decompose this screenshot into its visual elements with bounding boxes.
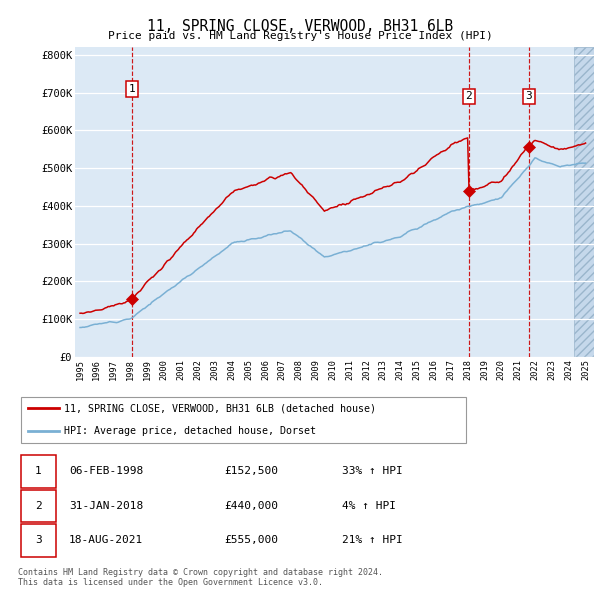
Text: 1995: 1995 [76, 359, 85, 380]
Text: 2008: 2008 [295, 359, 304, 380]
Text: 2003: 2003 [211, 359, 220, 380]
Text: 2000: 2000 [160, 359, 169, 380]
Text: 2007: 2007 [278, 359, 287, 380]
Text: 2009: 2009 [311, 359, 320, 380]
Text: £440,000: £440,000 [224, 501, 278, 511]
Text: 2: 2 [466, 91, 472, 101]
Text: 1998: 1998 [126, 359, 135, 380]
Text: 2016: 2016 [430, 359, 439, 380]
Text: 2018: 2018 [463, 359, 472, 380]
Text: 1997: 1997 [109, 359, 118, 380]
Text: 1999: 1999 [143, 359, 152, 380]
Text: 2012: 2012 [362, 359, 371, 380]
Text: 2005: 2005 [244, 359, 253, 380]
Text: 2019: 2019 [480, 359, 489, 380]
Text: Contains HM Land Registry data © Crown copyright and database right 2024.
This d: Contains HM Land Registry data © Crown c… [18, 568, 383, 587]
Text: 1: 1 [35, 467, 41, 476]
Text: 2023: 2023 [547, 359, 556, 380]
Bar [574, 47, 594, 357]
Text: 2020: 2020 [497, 359, 506, 380]
Text: £555,000: £555,000 [224, 536, 278, 545]
Text: 11, SPRING CLOSE, VERWOOD, BH31 6LB (detached house): 11, SPRING CLOSE, VERWOOD, BH31 6LB (det… [64, 404, 376, 414]
FancyBboxPatch shape [21, 490, 56, 522]
Text: 2: 2 [35, 501, 41, 511]
Text: 2021: 2021 [514, 359, 523, 380]
Text: 1: 1 [129, 84, 136, 94]
Text: 31-JAN-2018: 31-JAN-2018 [69, 501, 143, 511]
Text: 2013: 2013 [379, 359, 388, 380]
Text: 2024: 2024 [564, 359, 573, 380]
Text: £152,500: £152,500 [224, 467, 278, 476]
Text: 2002: 2002 [194, 359, 203, 380]
Text: 2025: 2025 [581, 359, 590, 380]
Text: 2001: 2001 [176, 359, 185, 380]
Text: 11, SPRING CLOSE, VERWOOD, BH31 6LB: 11, SPRING CLOSE, VERWOOD, BH31 6LB [147, 19, 453, 34]
Text: 21% ↑ HPI: 21% ↑ HPI [342, 536, 403, 545]
Text: 4% ↑ HPI: 4% ↑ HPI [342, 501, 396, 511]
FancyBboxPatch shape [21, 397, 466, 444]
Text: 2006: 2006 [261, 359, 270, 380]
Text: 06-FEB-1998: 06-FEB-1998 [69, 467, 143, 476]
FancyBboxPatch shape [21, 525, 56, 556]
Text: HPI: Average price, detached house, Dorset: HPI: Average price, detached house, Dors… [64, 427, 316, 437]
Text: 2010: 2010 [328, 359, 337, 380]
Text: Price paid vs. HM Land Registry's House Price Index (HPI): Price paid vs. HM Land Registry's House … [107, 31, 493, 41]
Text: 3: 3 [35, 536, 41, 545]
Text: 2004: 2004 [227, 359, 236, 380]
Text: 2017: 2017 [446, 359, 455, 380]
Text: 2014: 2014 [396, 359, 405, 380]
FancyBboxPatch shape [21, 455, 56, 487]
Text: 33% ↑ HPI: 33% ↑ HPI [342, 467, 403, 476]
Text: 2015: 2015 [413, 359, 422, 380]
Text: 2011: 2011 [345, 359, 354, 380]
Text: 2022: 2022 [530, 359, 539, 380]
Text: 3: 3 [526, 91, 532, 101]
Text: 18-AUG-2021: 18-AUG-2021 [69, 536, 143, 545]
Text: 1996: 1996 [92, 359, 101, 380]
